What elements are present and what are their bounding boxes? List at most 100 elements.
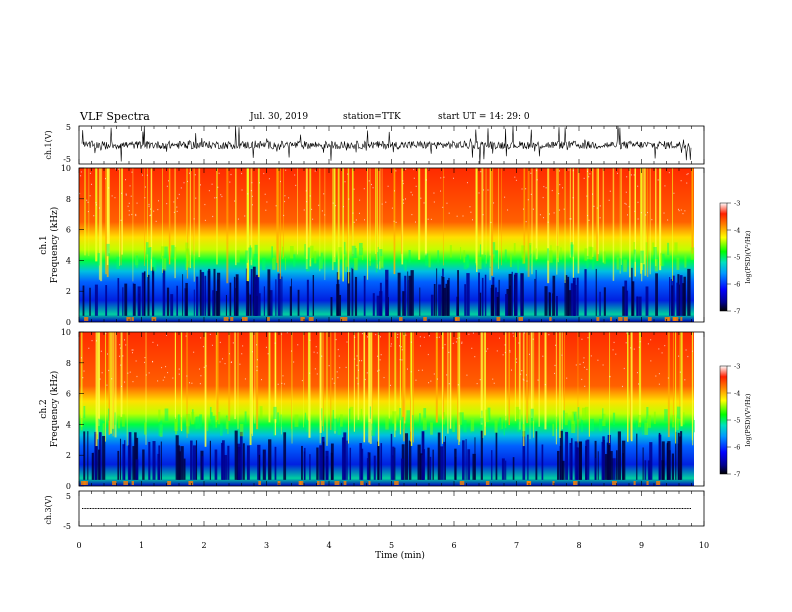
spectrogram-speckle [80,175,82,177]
spectrogram-column [684,255,687,268]
spectrogram-column [430,294,434,316]
spectrogram-column [485,409,490,422]
spectrogram-column [602,413,606,427]
spectrogram-speckle [569,218,571,220]
spectrogram-speckle [148,372,150,374]
spectrogram-column [158,423,163,436]
spectrogram-speckle [277,383,279,385]
spectrogram-column [274,332,277,436]
spectrogram-speckle [513,335,515,337]
spectrogram-column [692,332,694,446]
spectrogram-speckle [391,207,393,209]
spectrogram-column [206,418,209,431]
spectrogram-column [193,255,195,268]
spectrogram-column [309,168,312,267]
spectrogram-speckle [537,379,539,381]
ch3-waveform-panel: 5 -5 ch.3(V) [44,490,705,531]
spectrogram-column [369,168,371,261]
spectrogram-speckle [80,357,82,359]
spectrogram-speckle [145,374,147,376]
spectrogram-speckle [166,334,168,336]
spectrogram-speckle [193,218,195,220]
spectrogram-column [687,268,691,316]
spectrogram-column [359,443,363,480]
spectrogram-speckle [395,221,397,223]
spectrogram-speckle [568,169,570,171]
spectrogram-column [564,279,566,316]
spectrogram-speckle [542,196,544,199]
spectrogram-column [408,249,411,263]
spectrogram-speckle [309,339,311,341]
spectrogram-column [235,168,237,266]
spectrogram-column [114,332,117,438]
spectrogram-column [352,168,354,254]
spectrogram-speckle [433,192,435,194]
spectrogram-column [546,248,549,261]
spectrogram-speckle [228,353,230,355]
spectrogram-speckle [516,361,518,363]
spectrogram-column [312,275,315,316]
spectrogram-speckle [536,169,538,172]
spectrogram-column [119,438,121,480]
spectrogram-column [671,285,674,316]
spectrogram-speckle [153,210,155,212]
spectrogram-column [531,168,533,275]
spectrogram-column [149,247,152,260]
spectrogram-speckle [524,332,526,334]
spectrogram-column [176,285,178,316]
spectrogram-column [442,168,444,266]
spectrogram-column [578,441,582,480]
spectrogram-column [505,415,507,429]
spectrogram-speckle [288,197,290,199]
spectrogram-column [518,409,521,422]
spectrogram-column [108,332,111,435]
spectrogram-column [166,287,170,316]
spectrogram-column [222,440,225,480]
spectrogram-column [349,406,354,420]
spectrogram-column [199,414,203,427]
spectrogram-column [293,254,296,267]
spectrogram-speckle [402,180,404,182]
spectrogram-speckle [687,173,689,175]
ch1-colorbar-label: log(PSD)(V²/Hz) [744,230,752,283]
spectrogram-column [623,259,627,272]
freq-tick-label: 4 [66,420,71,429]
spectrogram-column [527,168,530,277]
spectrogram-speckle [461,341,463,343]
spectrogram-speckle [361,360,363,362]
spectrogram-speckle [364,378,366,381]
spectrogram-column [638,296,642,316]
spectrogram-speckle [218,172,220,174]
spectrogram-column [402,416,404,430]
spectrogram-column [371,423,376,436]
spectrogram-speckle [479,379,481,381]
spectrogram-speckle [679,371,681,373]
spectrogram-speckle [241,172,243,175]
spectrogram-column [498,168,499,269]
spectrogram-column [494,287,497,316]
spectrogram-column [124,440,126,480]
spectrogram-speckle [314,368,316,370]
spectrogram-speckle [502,354,504,356]
spectrogram-speckle [353,221,355,223]
spectrogram-speckle [596,207,598,209]
spectrogram-speckle [203,366,205,368]
x-axis-label: Time (min) [375,550,425,561]
spectrogram-speckle [613,341,615,344]
spectrogram-column [572,277,576,316]
spectrogram-column [691,168,694,254]
spectrogram-column [640,250,644,263]
spectrogram-column [501,458,505,480]
spectrogram-speckle [251,195,253,197]
spectrogram-speckle [521,369,523,372]
x-tick-label: 8 [576,541,581,550]
spectrogram-column [419,287,421,316]
spectrogram-speckle [144,197,146,199]
spectrogram-column [597,168,599,255]
spectrogram-speckle [487,189,489,191]
spectrogram-column [413,332,414,443]
spectrogram-speckle [366,372,368,374]
spectrogram-column [212,415,215,429]
spectrogram-speckle [512,332,514,334]
spectrogram-speckle [241,189,243,191]
